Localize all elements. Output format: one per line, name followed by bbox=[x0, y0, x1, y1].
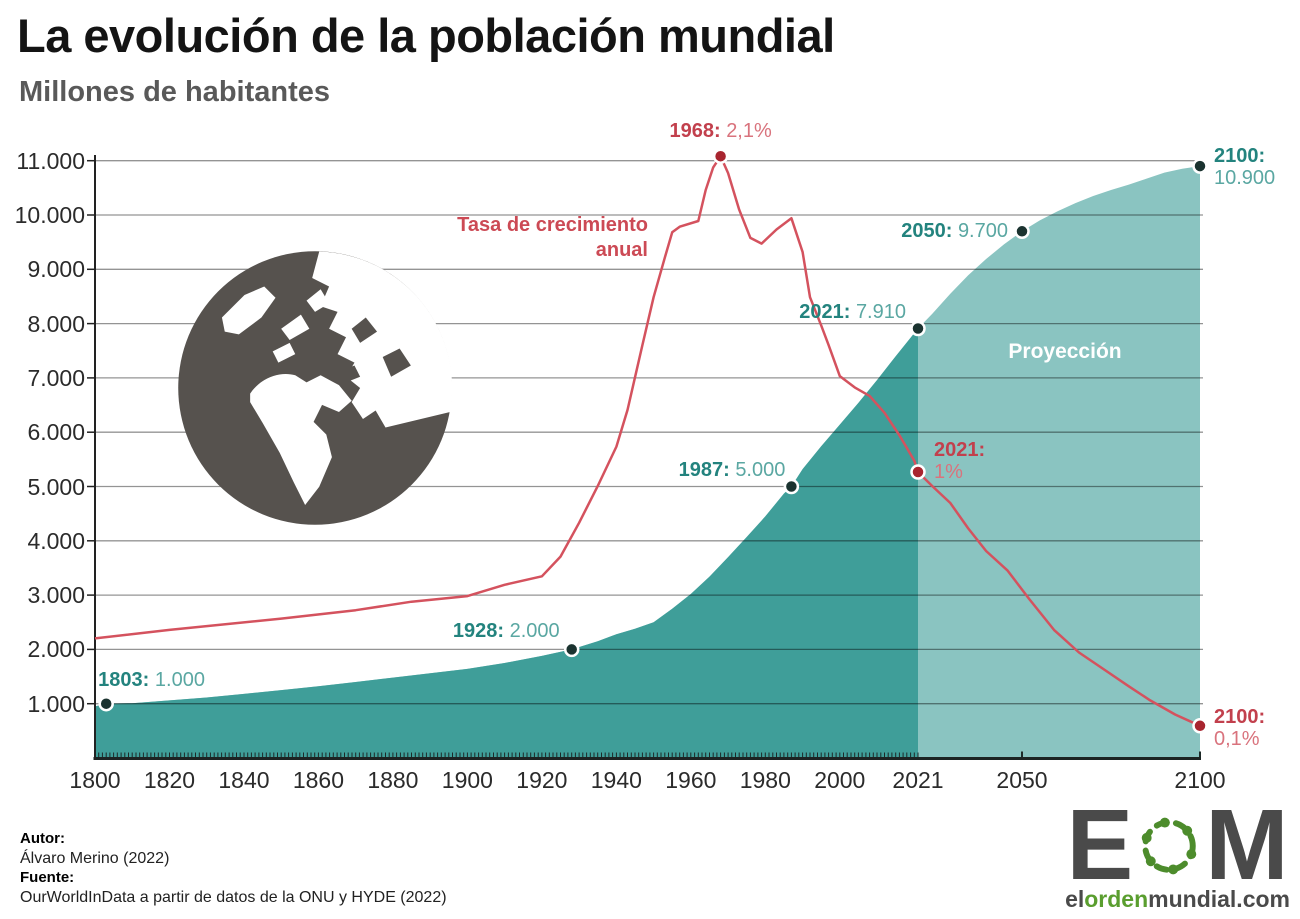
eom-domain-rest: mundial.com bbox=[1148, 886, 1290, 912]
x-tick-label-1920: 1920 bbox=[516, 767, 568, 793]
eom-logo-letters: E M bbox=[1065, 789, 1290, 901]
x-tick-label-1880: 1880 bbox=[367, 767, 419, 793]
y-tick-label-6000: 6.000 bbox=[27, 419, 85, 446]
annotation-population-2100: 2100: 10.900 bbox=[1214, 145, 1276, 190]
page-title: La evolución de la población mundial bbox=[17, 9, 835, 62]
annotation-growth-1968: 1968: 2,1% bbox=[669, 120, 772, 143]
x-major-ticks bbox=[1021, 751, 1201, 758]
x-tick-label-1840: 1840 bbox=[218, 767, 270, 793]
projection-area bbox=[95, 166, 1200, 759]
annotation-growth-2021: 2021: 1% bbox=[934, 439, 986, 483]
source-label: Fuente: bbox=[20, 869, 75, 886]
projection-label: Proyección bbox=[1008, 340, 1122, 363]
y-tick-label-2000: 2.000 bbox=[27, 636, 85, 663]
data-point-growth-1968 bbox=[712, 148, 729, 164]
y-tick-label-4000: 4.000 bbox=[27, 527, 85, 554]
footer: Autor: Álvaro Merino (2022) Fuente: OurW… bbox=[20, 829, 447, 907]
growth-rate-series-label: Tasa de crecimiento anual bbox=[457, 214, 648, 261]
x-tick-label-1800: 1800 bbox=[69, 767, 121, 793]
eom-logo-letter-m: M bbox=[1205, 789, 1289, 901]
x-tick-label-1960: 1960 bbox=[665, 767, 717, 793]
x-tick-label-1980: 1980 bbox=[739, 767, 791, 793]
y-tick-label-5000: 5.000 bbox=[27, 473, 85, 500]
data-point-population-2021 bbox=[910, 320, 926, 337]
annotation-population-1987: 1987: 5.000 bbox=[678, 458, 786, 481]
x-tick-label-1940: 1940 bbox=[590, 767, 642, 793]
x-tick-label-2100: 2100 bbox=[1174, 767, 1226, 793]
eom-logo-domain: elordenmundial.com bbox=[1065, 886, 1290, 913]
eom-logo-o-icon bbox=[1141, 817, 1197, 874]
x-tick-label-2050: 2050 bbox=[996, 767, 1048, 793]
annotation-population-1803: 1803: 1.000 bbox=[98, 668, 205, 691]
y-tick-label-11000: 11.000 bbox=[16, 147, 85, 174]
y-tick-label-8000: 8.000 bbox=[27, 310, 85, 337]
eom-logo: E M elordenmundial.com bbox=[1065, 789, 1290, 913]
historical-area bbox=[95, 328, 918, 758]
y-tick-label-1000: 1.000 bbox=[27, 690, 85, 717]
data-point-population-1928 bbox=[563, 641, 580, 658]
data-point-population-2050 bbox=[1014, 223, 1030, 240]
y-tick-label-7000: 7.000 bbox=[27, 364, 85, 391]
eom-logo-letter-e: E bbox=[1066, 789, 1134, 901]
globe-icon bbox=[174, 247, 456, 529]
x-tick-label-1900: 1900 bbox=[441, 767, 493, 793]
x-tick-label-1860: 1860 bbox=[292, 767, 345, 793]
growth-rate-line bbox=[94, 154, 1201, 727]
page-subtitle: Millones de habitantes bbox=[19, 76, 330, 108]
data-point-population-1803 bbox=[98, 695, 114, 712]
annotation-population-2050: 2050: 9.700 bbox=[901, 220, 1008, 243]
y-tick-label-9000: 9.000 bbox=[27, 256, 85, 283]
y-tick-label-10000: 10.000 bbox=[14, 202, 85, 228]
data-point-population-1987 bbox=[783, 478, 800, 495]
x-tick-label-2000: 2000 bbox=[814, 767, 866, 793]
annotation-growth-2100: 2100: 0,1% bbox=[1214, 705, 1266, 750]
annotation-population-2021: 2021: 7.910 bbox=[799, 301, 906, 324]
x-tick-label-2021: 2021 bbox=[892, 767, 944, 793]
data-point-population-2100 bbox=[1192, 158, 1208, 174]
author-label: Autor: bbox=[20, 830, 65, 847]
annotation-population-1928: 1928: 2.000 bbox=[452, 620, 560, 643]
data-point-growth-2100 bbox=[1192, 718, 1208, 734]
source-text: OurWorldInData a partir de datos de la O… bbox=[20, 888, 447, 906]
y-tick-label-3000: 3.000 bbox=[27, 582, 85, 609]
author-name: Álvaro Merino (2022) bbox=[20, 849, 170, 867]
data-point-growth-2021 bbox=[910, 464, 926, 480]
eom-domain-orden: orden bbox=[1084, 886, 1149, 912]
x-tick-label-1820: 1820 bbox=[143, 767, 196, 793]
eom-domain-el: el bbox=[1065, 886, 1085, 912]
